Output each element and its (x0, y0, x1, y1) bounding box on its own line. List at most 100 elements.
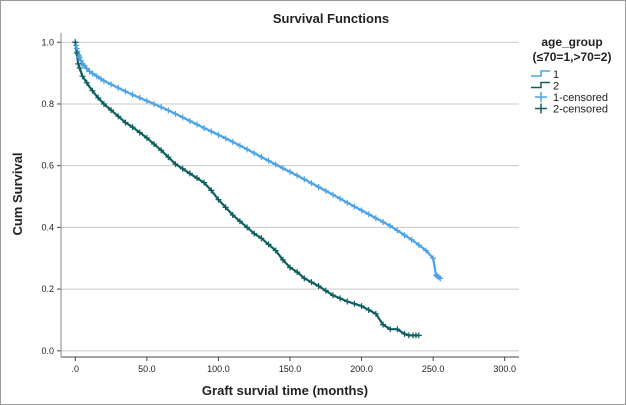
x-tick-label: 200.0 (350, 364, 373, 374)
censor-mark-1 (365, 211, 372, 218)
censor-mark-1 (422, 247, 429, 254)
series-line-2 (74, 42, 419, 337)
censor-mark-2 (151, 141, 158, 148)
censor-mark-1 (83, 65, 90, 72)
censor-mark-1 (372, 215, 379, 222)
censor-mark-1 (322, 187, 329, 194)
legend-title: age_group (541, 35, 602, 49)
censor-mark-1 (337, 195, 344, 202)
x-tick-label: 100.0 (207, 364, 230, 374)
censor-mark-1 (258, 154, 265, 161)
censor-mark-1 (380, 219, 387, 225)
censor-group-2 (72, 39, 422, 339)
censor-mark-1 (215, 131, 222, 138)
legend-label: 1 (553, 69, 559, 81)
censor-mark-2 (272, 247, 279, 254)
legend-entry-2: 2 (531, 81, 559, 93)
censor-mark-2 (351, 300, 358, 307)
censor-mark-1 (287, 168, 293, 175)
y-tick-label: 0.8 (41, 99, 54, 109)
censor-mark-1 (222, 135, 229, 142)
censor-mark-2 (294, 269, 301, 276)
x-tick-label: 150.0 (279, 364, 302, 374)
censor-mark-1 (387, 222, 394, 229)
y-tick-label: 1.0 (41, 37, 54, 47)
censor-mark-1 (73, 42, 80, 49)
censor-mark-1 (151, 100, 158, 107)
legend-entry-2-censored: 2-censored (535, 103, 608, 116)
x-tick-label: 50.0 (138, 364, 156, 374)
y-tick-label: 0.4 (41, 222, 54, 232)
censor-group-1 (72, 39, 444, 282)
censor-mark-2 (76, 64, 83, 71)
censor-mark-1 (308, 180, 315, 187)
censor-mark-2 (229, 212, 236, 219)
series-line-1 (74, 42, 441, 280)
censor-mark-2 (365, 306, 372, 313)
censor-mark-1 (193, 121, 200, 128)
legend-entry-1-censored: 1-censored (535, 92, 608, 104)
censor-mark-1 (129, 91, 136, 98)
censor-mark-2 (201, 179, 208, 186)
censor-mark-1 (78, 57, 85, 64)
censor-mark-2 (322, 287, 329, 294)
gridlines (61, 41, 519, 352)
censor-mark-2 (358, 303, 365, 310)
censor-mark-1 (172, 110, 179, 117)
censor-mark-2 (95, 94, 102, 101)
censor-mark-2 (222, 204, 229, 211)
series-lines (74, 42, 441, 337)
censor-mark-1 (430, 255, 437, 262)
censor-mark-1 (236, 142, 243, 149)
chart-title: Survival Functions (273, 11, 389, 26)
x-tick-label: .0 (72, 364, 80, 374)
censor-mark-1 (201, 125, 208, 132)
censor-mark-2 (158, 147, 165, 154)
censor-mark-1 (122, 88, 129, 95)
censor-mark-2 (215, 196, 222, 203)
censor-mark-1 (229, 138, 236, 145)
censor-mark-2 (179, 165, 186, 172)
censor-mark-2 (401, 330, 408, 337)
censor-marks (72, 39, 444, 339)
x-axis-label: Graft survial time (months) (202, 383, 368, 398)
censor-mark-2 (315, 283, 322, 290)
legend-entry-1: 1 (531, 69, 559, 81)
legend-swatch-censor (535, 103, 547, 114)
x-tick-label: 250.0 (422, 364, 445, 374)
censor-mark-1 (208, 128, 215, 135)
censor-mark-2 (172, 161, 179, 168)
censor-mark-2 (143, 134, 150, 141)
censor-mark-2 (79, 73, 86, 80)
censor-mark-1 (93, 73, 100, 80)
censor-mark-1 (408, 236, 415, 243)
censor-mark-1 (244, 146, 251, 153)
censor-mark-1 (76, 54, 83, 61)
legend-label: 2 (553, 81, 559, 93)
censor-mark-2 (244, 224, 251, 231)
censor-mark-2 (75, 60, 82, 67)
censor-mark-1 (158, 104, 165, 111)
censor-mark-1 (351, 203, 358, 210)
censor-mark-1 (279, 165, 286, 172)
censor-mark-2 (415, 332, 422, 339)
censor-mark-2 (337, 295, 344, 302)
censor-mark-1 (437, 275, 444, 282)
censor-mark-2 (208, 187, 215, 194)
censor-mark-2 (344, 298, 351, 305)
censor-mark-2 (308, 279, 315, 286)
censor-mark-2 (72, 39, 79, 46)
censor-mark-2 (301, 275, 308, 282)
y-tick-label: 0.0 (41, 346, 54, 356)
tick-labels: 0.0 0.2 0.4 0.6 0.8 1.0 .0 50.0 100.0 150.0 200.0 2… (41, 37, 515, 374)
censor-mark-2 (287, 264, 293, 271)
censor-mark-2 (186, 170, 193, 177)
censor-mark-2 (165, 154, 172, 161)
censor-mark-1 (294, 172, 301, 179)
censor-mark-2 (258, 235, 265, 242)
censor-mark-2 (394, 326, 401, 333)
censor-mark-2 (387, 326, 394, 333)
censor-mark-2 (136, 129, 143, 136)
